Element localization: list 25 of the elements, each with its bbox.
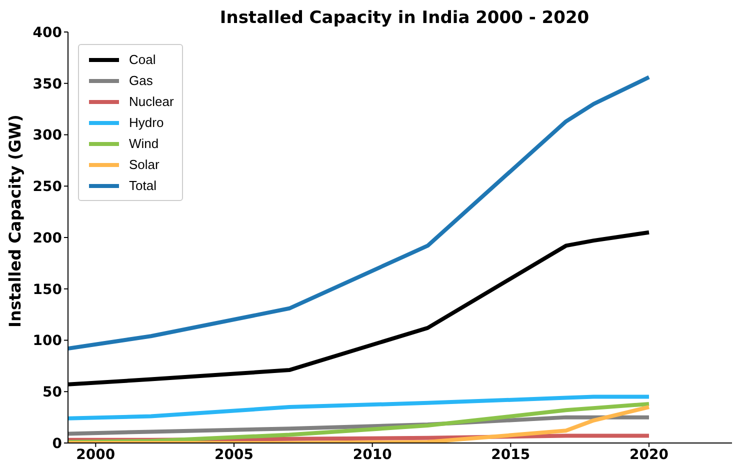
legend-label: Total bbox=[129, 178, 156, 194]
y-tick-label: 100 bbox=[32, 333, 62, 350]
legend-label: Gas bbox=[129, 72, 153, 88]
y-tick-label: 150 bbox=[32, 282, 62, 298]
y-tick-label: 400 bbox=[32, 24, 62, 41]
x-tick-label: 2020 bbox=[630, 446, 669, 463]
x-tick-label: 2010 bbox=[352, 446, 392, 463]
y-tick-label: 250 bbox=[32, 179, 62, 196]
x-tick-label: 2005 bbox=[214, 446, 254, 463]
legend-label: Solar bbox=[129, 156, 160, 172]
chart-title: Installed Capacity in India 2000 - 2020 bbox=[218, 8, 590, 28]
x-tick-label: 2015 bbox=[491, 446, 530, 463]
x-tick-label: 2000 bbox=[76, 446, 116, 463]
legend-label: Nuclear bbox=[129, 94, 174, 110]
line-series bbox=[68, 394, 651, 420]
legend-label: Coal bbox=[129, 52, 156, 68]
y-tick-label: 0 bbox=[52, 436, 62, 452]
y-tick-label: 350 bbox=[32, 76, 62, 92]
line-series bbox=[68, 75, 651, 350]
legend-label: Hydro bbox=[129, 114, 164, 130]
y-tick-label: 300 bbox=[32, 128, 62, 144]
y-axis-title: Installed Capacity (GW) bbox=[6, 114, 25, 328]
legend-label: Wind bbox=[129, 136, 159, 152]
y-tick-label: 200 bbox=[32, 230, 62, 246]
y-tick-label: 50 bbox=[42, 384, 62, 401]
